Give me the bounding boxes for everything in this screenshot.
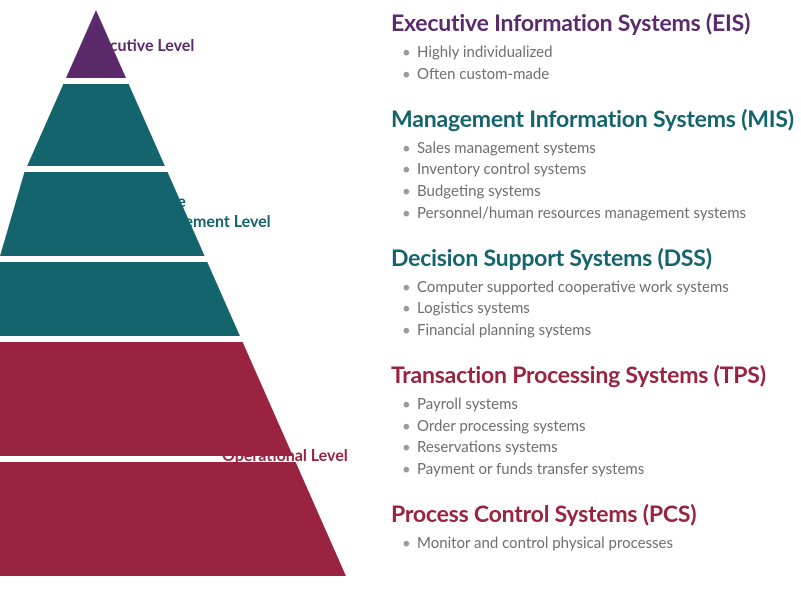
list-item: Payment or funds transfer systems bbox=[417, 459, 801, 481]
list-item: Order processing systems bbox=[417, 416, 801, 438]
list-item: Inventory control systems bbox=[417, 159, 801, 181]
section-list-3: Payroll systemsOrder processing systemsR… bbox=[391, 394, 801, 481]
section-title-3: Transaction Processing Systems (TPS) bbox=[391, 360, 801, 388]
list-item: Logistics systems bbox=[417, 298, 801, 320]
section-title-4: Process Control Systems (PCS) bbox=[391, 499, 801, 527]
pyramid-svg bbox=[0, 0, 385, 600]
pyramid-band-1 bbox=[27, 84, 165, 166]
list-item: Budgeting systems bbox=[417, 181, 801, 203]
pyramid-column: Executive Level MiddleManagement Level Ope… bbox=[0, 0, 385, 600]
list-item: Personnel/human resources management sys… bbox=[417, 203, 801, 225]
section-title-1: Management Information Systems (MIS) bbox=[391, 104, 801, 132]
list-item: Highly individualized bbox=[417, 42, 801, 64]
list-item: Monitor and control physical processes bbox=[417, 533, 801, 555]
section-0: Executive Information Systems (EIS) Highl… bbox=[391, 8, 801, 86]
section-list-4: Monitor and control physical processes bbox=[391, 533, 801, 555]
section-2: Decision Support Systems (DSS) Computer s… bbox=[391, 243, 801, 342]
level-label-2: Operational Level bbox=[222, 446, 348, 466]
pyramid-band-5 bbox=[0, 462, 346, 576]
section-list-0: Highly individualizedOften custom-made bbox=[391, 42, 801, 86]
section-3: Transaction Processing Systems (TPS) Payr… bbox=[391, 360, 801, 481]
section-1: Management Information Systems (MIS) Sale… bbox=[391, 104, 801, 225]
pyramid-band-4 bbox=[0, 342, 293, 456]
list-item: Sales management systems bbox=[417, 138, 801, 160]
list-item: Financial planning systems bbox=[417, 320, 801, 342]
list-item: Reservations systems bbox=[417, 437, 801, 459]
pyramid-band-3 bbox=[0, 262, 240, 336]
list-item: Payroll systems bbox=[417, 394, 801, 416]
section-title-0: Executive Information Systems (EIS) bbox=[391, 8, 801, 36]
section-list-1: Sales management systemsInventory contro… bbox=[391, 138, 801, 225]
list-item: Often custom-made bbox=[417, 64, 801, 86]
diagram-container: Executive Level MiddleManagement Level Ope… bbox=[0, 0, 801, 600]
level-label-0: Executive Level bbox=[84, 36, 194, 56]
section-list-2: Computer supported cooperative work syst… bbox=[391, 277, 801, 342]
section-4: Process Control Systems (PCS) Monitor and… bbox=[391, 499, 801, 555]
section-title-2: Decision Support Systems (DSS) bbox=[391, 243, 801, 271]
list-item: Computer supported cooperative work syst… bbox=[417, 277, 801, 299]
content-column: Executive Information Systems (EIS) Highl… bbox=[385, 0, 801, 600]
level-label-1: MiddleManagement Level bbox=[136, 192, 271, 232]
